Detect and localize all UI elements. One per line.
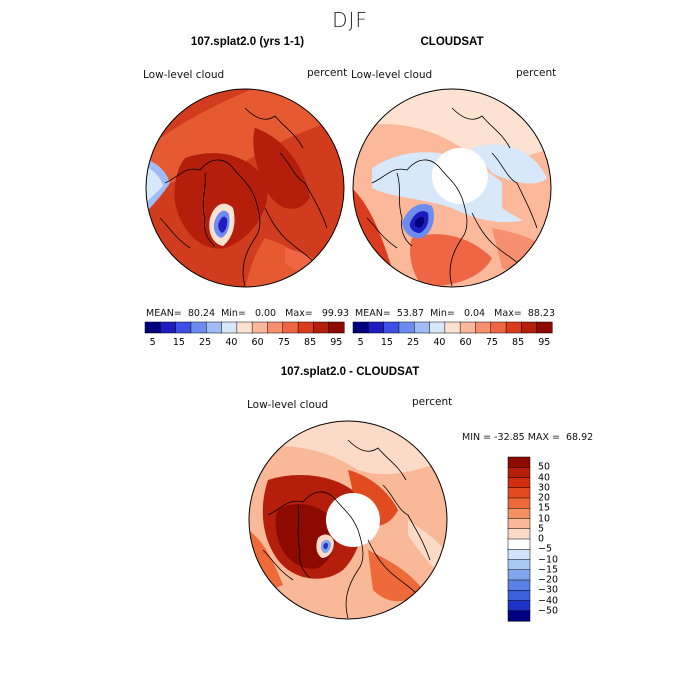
difference-map [248, 420, 448, 620]
difference-units: percent [412, 396, 453, 408]
panel1-colorbar-label: 40 [225, 337, 238, 348]
difference-colorbar-swatch [507, 559, 531, 571]
difference-colorbar-labels: 50 40 30 20 15 10 5 0 −5 −10 −15 −20 −30 −40 −50 [538, 457, 578, 621]
panel1-units: percent [307, 67, 348, 79]
panel1-stats: MEAN= 80.24 Min= 0.00 Max= 99.93 [146, 308, 350, 319]
difference-colorbar-swatch [507, 600, 531, 612]
panel1-colorbar-label: 75 [277, 337, 290, 348]
panel1-colorbar-swatch [282, 321, 299, 334]
panel1-colorbar-swatch [144, 321, 161, 334]
panel2-colorbar-swatch [398, 321, 415, 334]
difference-colorbar-swatch [507, 487, 531, 499]
difference-colorbar-label: −5 [538, 543, 553, 555]
panel1-title: 107.splat2.0 (yrs 1-1) [190, 36, 305, 48]
panel2-colorbar-label: 95 [538, 337, 551, 348]
panel2-colorbar-swatch [352, 321, 369, 334]
difference-colorbar-swatch [507, 477, 531, 489]
panel2-colorbar-label: 60 [459, 337, 472, 348]
difference-colorbar-swatch [507, 467, 531, 479]
panel2-colorbar-swatch [413, 321, 431, 334]
panel1-colorbar-swatch [175, 321, 192, 334]
panel1-colorbar-labels: 5 15 25 40 60 75 85 95 [145, 337, 344, 349]
panel1-colorbar-label: 5 [149, 337, 156, 348]
difference-colorbar-swatch [507, 579, 531, 591]
panel1-colorbar-label: 95 [330, 337, 343, 348]
difference-colorbar-label: 50 [538, 461, 551, 473]
panel1-colorbar-swatch [297, 321, 314, 334]
panel1-colorbar-label: 60 [251, 337, 264, 348]
difference-colorbar-swatch [507, 538, 531, 550]
panel1-colorbar-swatch [205, 321, 223, 334]
difference-colorbar-swatch [507, 549, 531, 561]
panel2-colorbar-swatch [368, 321, 385, 334]
panel1-colorbar-swatch [313, 321, 330, 334]
panel1-colorbar-swatch [236, 321, 253, 334]
difference-colorbar-label: 0 [538, 533, 545, 545]
difference-minmax: MIN = -32.85 MAX = 68.92 [462, 432, 594, 443]
difference-colorbar-label: 30 [538, 482, 551, 494]
panel1-colorbar-swatch [328, 321, 345, 334]
panel2-colorbar-swatch [521, 321, 538, 334]
difference-colorbar [507, 456, 531, 622]
panel2-colorbar-labels: 5 15 25 40 60 75 85 95 [353, 337, 552, 349]
difference-colorbar-swatch [507, 610, 531, 622]
panel2-colorbar-swatch [459, 321, 477, 334]
difference-colorbar-label: −30 [538, 584, 559, 596]
panel1-colorbar-label: 25 [199, 337, 212, 348]
panel1-colorbar-swatch [251, 321, 269, 334]
difference-colorbar-swatch [507, 508, 531, 520]
difference-colorbar-label: −10 [538, 554, 559, 565]
panel2-colorbar-label: 40 [433, 337, 446, 348]
difference-variable: Low-level cloud [247, 399, 329, 411]
panel2-colorbar-label: 5 [357, 337, 364, 348]
panel1-colorbar-swatch [190, 321, 207, 334]
difference-colorbar-swatch [507, 528, 531, 540]
panel2-colorbar-swatch [383, 321, 400, 334]
panel2-units: percent [516, 67, 557, 79]
difference-colorbar-label: 5 [538, 523, 545, 535]
panel2-colorbar-label: 75 [485, 337, 498, 348]
panel2-colorbar-label: 85 [512, 337, 525, 348]
panel2-colorbar-swatch [505, 321, 522, 334]
panel1-variable: Low-level cloud [143, 69, 225, 81]
panel2-colorbar-swatch [536, 321, 553, 334]
panel2-colorbar-swatch [444, 321, 461, 334]
panel1-map [145, 88, 345, 288]
panel2-title: CLOUDSAT [420, 36, 484, 48]
panel1-colorbar-swatch [267, 321, 284, 334]
panel1-colorbar-swatch [221, 321, 238, 334]
panel2-map [352, 88, 552, 288]
panel1-colorbar-label: 15 [172, 337, 185, 348]
difference-colorbar-swatch [507, 456, 531, 468]
difference-colorbar-swatch [507, 497, 531, 509]
panel2-variable: Low-level cloud [351, 69, 433, 81]
difference-colorbar-label: −20 [538, 574, 559, 586]
difference-colorbar-swatch [507, 590, 531, 602]
season-title: DJF [332, 8, 368, 32]
panel2-colorbar-swatch [475, 321, 492, 334]
difference-colorbar-label: −15 [538, 564, 559, 576]
difference-colorbar-label: −40 [538, 595, 559, 606]
difference-title: 107.splat2.0 - CLOUDSAT [280, 366, 420, 378]
panel2-colorbar-label: 15 [380, 337, 393, 348]
difference-colorbar-label: 15 [538, 502, 551, 514]
difference-colorbar-label: 10 [538, 513, 551, 524]
panel2-colorbar-label: 25 [407, 337, 420, 348]
panel2-colorbar [352, 321, 553, 334]
panel1-colorbar [144, 321, 345, 334]
difference-colorbar-swatch [507, 518, 531, 530]
difference-colorbar-swatch [507, 569, 531, 581]
panel1-colorbar-label: 85 [304, 337, 317, 348]
panel2-stats: MEAN= 53.87 Min= 0.04 Max= 88.23 [355, 308, 556, 319]
difference-colorbar-label: 20 [538, 492, 551, 504]
difference-colorbar-label: 40 [538, 472, 551, 483]
panel2-colorbar-swatch [490, 321, 507, 334]
panel2-colorbar-swatch [429, 321, 446, 334]
panel1-colorbar-swatch [160, 321, 177, 334]
difference-colorbar-label: −50 [538, 605, 559, 617]
